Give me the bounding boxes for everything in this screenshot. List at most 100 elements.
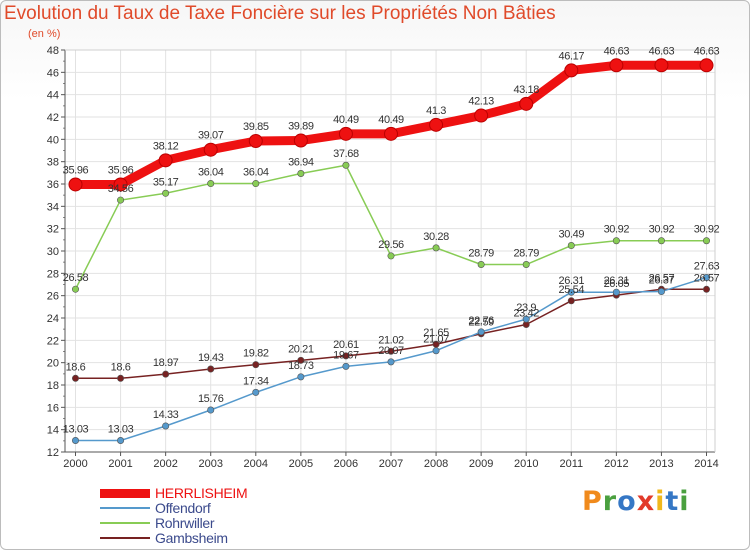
chart-unit: (en %) <box>28 28 61 40</box>
y-tick-label: 30 <box>47 246 59 258</box>
data-point <box>162 422 170 430</box>
data-label: 30.49 <box>559 229 585 241</box>
y-tick-label: 38 <box>47 157 59 169</box>
data-label: 25.54 <box>559 284 585 296</box>
x-tick-label: 2006 <box>334 458 358 470</box>
series-herrlisheim <box>68 58 714 192</box>
data-label: 20.07 <box>378 345 404 357</box>
data-point <box>297 356 305 364</box>
legend-label: Offendorf <box>155 500 211 516</box>
data-point <box>387 347 395 355</box>
data-label: 29.56 <box>378 239 404 251</box>
data-label: 30.92 <box>694 224 720 236</box>
data-label: 27.63 <box>694 260 720 272</box>
y-tick-label: 14 <box>47 425 59 437</box>
y-tick-label: 20 <box>47 358 59 370</box>
legend-label: Rohrwiller <box>155 515 215 531</box>
brand-letter: o <box>617 486 637 517</box>
data-label: 46.63 <box>694 45 720 57</box>
y-tick-label: 18 <box>47 380 59 392</box>
data-point <box>384 126 398 141</box>
data-label: 19.67 <box>333 349 359 361</box>
y-tick-label: 12 <box>47 447 59 459</box>
data-label: 26.31 <box>604 275 630 287</box>
data-point <box>252 361 260 369</box>
data-point <box>432 347 440 355</box>
data-point <box>297 170 305 178</box>
data-point <box>203 142 218 157</box>
data-point <box>567 242 575 250</box>
data-label: 40.49 <box>378 114 404 126</box>
data-point <box>252 388 260 396</box>
data-point <box>162 189 170 197</box>
data-label: 22.76 <box>468 315 494 327</box>
brand-letter: i <box>679 486 690 517</box>
brand-letter: t <box>665 486 680 517</box>
data-label: 21.02 <box>378 334 404 346</box>
data-label: 19.82 <box>243 348 269 360</box>
data-label: 28.79 <box>513 248 539 260</box>
data-label: 26.37 <box>649 275 675 287</box>
data-point <box>519 96 534 111</box>
x-tick-label: 2004 <box>244 458 268 470</box>
x-tick-label: 2014 <box>694 458 718 470</box>
x-tick-label: 2011 <box>559 458 583 470</box>
x-tick-label: 2012 <box>604 458 628 470</box>
data-label: 43.18 <box>513 84 539 96</box>
data-label: 39.85 <box>243 121 269 133</box>
data-label: 46.17 <box>559 50 585 62</box>
legend-swatch <box>100 537 150 539</box>
data-label: 13.03 <box>108 423 134 435</box>
data-label: 40.49 <box>333 114 359 126</box>
brand-letter: i <box>655 486 666 517</box>
data-label: 21.65 <box>423 327 449 339</box>
y-tick-label: 44 <box>47 90 59 102</box>
data-label: 30.92 <box>604 224 630 236</box>
data-point <box>207 365 215 373</box>
data-point <box>474 108 489 123</box>
data-label: 15.76 <box>198 393 224 405</box>
data-label: 23.42 <box>513 307 539 319</box>
data-label: 41.3 <box>426 105 446 117</box>
data-point <box>342 352 350 360</box>
x-tick-label: 2013 <box>649 458 673 470</box>
data-label: 13.03 <box>63 423 89 435</box>
data-point <box>207 406 215 414</box>
data-label: 34.56 <box>108 183 134 195</box>
legend-label: Gambsheim <box>155 530 228 546</box>
x-tick-label: 2003 <box>198 458 222 470</box>
data-point <box>207 180 215 188</box>
data-point <box>522 261 530 269</box>
y-tick-label: 42 <box>47 112 59 124</box>
data-point <box>432 244 440 252</box>
data-label: 23.9 <box>516 302 536 314</box>
data-label: 37.68 <box>333 148 359 160</box>
data-point <box>297 373 305 381</box>
data-point <box>248 134 263 149</box>
x-tick-label: 2005 <box>289 458 313 470</box>
series-rohrwiller <box>72 161 710 293</box>
data-point <box>702 273 710 281</box>
y-tick-label: 34 <box>47 201 59 213</box>
data-label: 39.07 <box>198 130 224 142</box>
data-point <box>699 58 714 73</box>
data-label: 35.96 <box>108 164 134 176</box>
data-label: 39.89 <box>288 121 314 133</box>
data-point <box>567 288 575 296</box>
data-label: 30.28 <box>423 231 449 243</box>
data-point <box>564 63 579 78</box>
data-point <box>162 370 170 378</box>
data-point <box>342 362 350 370</box>
data-point <box>429 117 444 132</box>
data-label: 46.63 <box>649 45 675 57</box>
y-tick-label: 46 <box>47 67 59 79</box>
data-point <box>387 358 395 366</box>
data-label: 26.05 <box>604 278 630 290</box>
data-point <box>657 288 665 296</box>
data-point <box>612 237 620 245</box>
data-point <box>522 315 530 323</box>
x-tick-label: 2009 <box>469 458 493 470</box>
data-point <box>477 261 485 269</box>
brand-letter: x <box>636 486 656 517</box>
legend-swatch <box>100 507 150 509</box>
